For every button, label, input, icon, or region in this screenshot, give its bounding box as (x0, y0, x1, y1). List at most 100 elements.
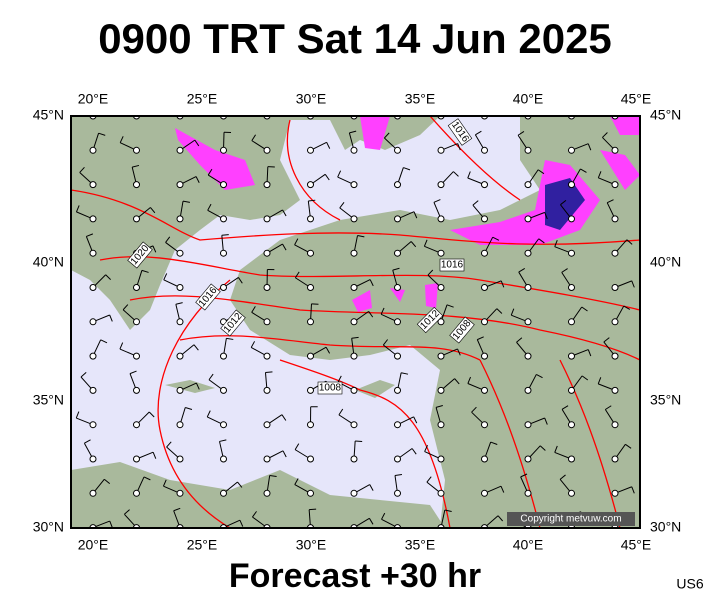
wind-station (481, 489, 488, 497)
lon-label-bottom: 40°E (513, 537, 544, 553)
wind-barb-flag (413, 211, 418, 219)
wind-station (89, 318, 97, 326)
wind-barb-flag (338, 408, 344, 416)
wind-barb-flag (492, 236, 500, 241)
lat-label-right: 45°N (650, 107, 681, 123)
wind-station (133, 318, 140, 326)
wind-barb-flag (381, 103, 384, 109)
wind-barb-flag (148, 411, 155, 418)
wind-barb-flag (119, 342, 124, 350)
wind-station (481, 352, 488, 360)
land-balkans (71, 116, 440, 330)
wind-station (263, 352, 271, 360)
wind-station (89, 352, 97, 360)
wind-station (611, 249, 619, 257)
wind-station (263, 455, 271, 463)
wind-station (394, 318, 401, 326)
wind-station (394, 386, 401, 394)
precip-heavy (545, 178, 585, 230)
wind-barb-flag (193, 344, 199, 351)
wind-station (89, 146, 97, 154)
isobar-label-box (220, 309, 246, 337)
wind-barb-flag (449, 100, 455, 103)
wind-barb-flag (495, 102, 501, 106)
code: US6 (676, 576, 703, 592)
wind-barb-flag (433, 199, 441, 203)
wind-station (437, 249, 445, 257)
wind-station (307, 455, 314, 463)
wind-barb-flag (173, 507, 181, 512)
wind-barb-flag (182, 200, 191, 203)
wind-station (524, 284, 532, 291)
precip (360, 116, 390, 150)
wind-barb-flag (423, 239, 428, 247)
wind-barb-flag (219, 439, 227, 442)
isobar-label: 1016 (439, 258, 465, 272)
wind-barb-flag (554, 445, 558, 453)
wind-barb-flag (384, 132, 390, 139)
wind-barb-flag (250, 341, 256, 348)
wind-station (220, 489, 227, 497)
wind-station (350, 421, 358, 429)
wind-station (611, 146, 619, 154)
caption: Forecast +30 hr (229, 557, 481, 595)
wind-station (350, 352, 358, 360)
wind-barb-flag (510, 308, 515, 316)
wind-barb-flag (282, 450, 287, 458)
wind-barb-flag (477, 336, 484, 341)
wind-barb-flag (581, 306, 588, 312)
wind-barb-flag (587, 143, 592, 151)
wind-station (133, 215, 140, 223)
wind-station (611, 386, 619, 394)
wind-station (611, 352, 619, 360)
wind-barb-flag (369, 279, 374, 287)
wind-barb-flag (467, 376, 472, 384)
wind-barb-flag (294, 238, 299, 246)
wind-station (307, 284, 314, 291)
wind-barb-flag (401, 372, 409, 375)
wind-barb-flag (583, 102, 588, 107)
wind-station (176, 284, 184, 291)
wind-station (350, 455, 358, 463)
wind-barb-flag (413, 416, 418, 424)
wind-barb-flag (517, 131, 525, 136)
wind-barb-flag (410, 241, 417, 248)
wind-station (307, 386, 314, 394)
wind-station (307, 146, 314, 154)
isobar-label-box (447, 118, 473, 146)
wind-station (437, 421, 445, 429)
isobar-label-box (127, 241, 153, 269)
wind-barb-flag (561, 268, 568, 273)
isobar-label-box (317, 381, 343, 395)
wind-station (133, 455, 140, 463)
wind-barb-flag (444, 509, 452, 512)
wind-barb-flag (251, 306, 256, 313)
wind-station (176, 215, 184, 223)
wind-barb-flag (380, 307, 385, 315)
wind-station (481, 318, 488, 326)
wind-station (568, 318, 575, 326)
wind-station (568, 421, 575, 429)
wind-barb-flag (75, 205, 80, 213)
wind-station (524, 181, 532, 189)
wind-barb-flag (453, 171, 459, 177)
wind-barb-flag (281, 414, 287, 421)
wind-barb-flag (206, 410, 211, 418)
wind-station (611, 489, 619, 497)
wind-station (350, 146, 358, 154)
wind-barb-flag (239, 519, 244, 527)
wind-station (524, 318, 532, 326)
wind-station (176, 146, 184, 154)
wind-station (350, 284, 358, 291)
wind-barb-flag (105, 274, 111, 280)
wind-barb-flag (195, 382, 200, 390)
wind-barb-flag (427, 269, 434, 276)
wind-station (394, 421, 401, 429)
wind-station (350, 181, 358, 189)
wind-barb-flag (163, 273, 168, 281)
wind-station (133, 146, 140, 154)
wind-barb-flag (467, 171, 471, 179)
wind-station (568, 181, 575, 189)
wind-station (437, 146, 445, 154)
